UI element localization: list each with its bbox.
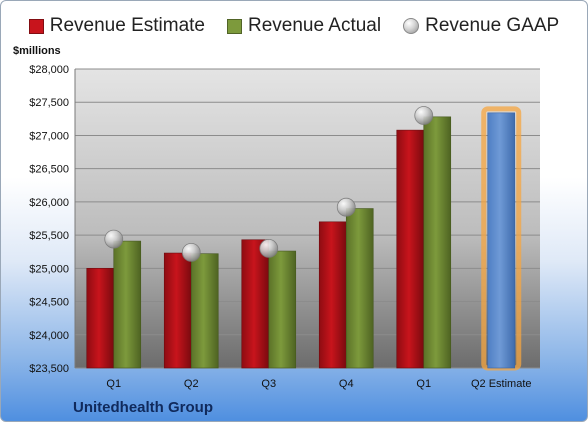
gaap-point: [104, 229, 124, 249]
bar-actual: [113, 240, 142, 369]
bar-estimate: [318, 221, 347, 369]
y-tick-label: $24,000: [29, 330, 69, 342]
legend-item-gaap: Revenue GAAP: [403, 15, 559, 37]
bar-estimate: [163, 252, 192, 369]
bar-forecast: [487, 112, 516, 369]
legend-item-estimate: Revenue Estimate: [28, 15, 205, 37]
gaap-point: [414, 106, 434, 125]
bar-actual: [190, 253, 219, 369]
bar-estimate: [86, 268, 115, 369]
y-tick-label: $26,500: [29, 164, 69, 176]
legend-swatch-gaap: [403, 18, 420, 34]
y-tick-label: $25,000: [29, 263, 69, 275]
y-tick-label: $24,500: [29, 297, 69, 309]
legend-label-gaap: Revenue GAAP: [425, 15, 560, 36]
y-tick-label: $25,500: [29, 230, 69, 242]
y-axis-unit-label: $millions: [13, 45, 61, 57]
x-tick-label: Q1: [106, 378, 121, 390]
legend-item-actual: Revenue Actual: [227, 15, 381, 37]
legend-label-estimate: Revenue Estimate: [49, 15, 205, 36]
bar-actual: [423, 116, 452, 369]
x-tick-label: Q2 Estimate: [471, 378, 532, 390]
gaap-point: [336, 197, 356, 217]
x-tick-label: Q2: [184, 378, 199, 390]
plot-area: [75, 69, 540, 368]
y-tick-label: $27,000: [29, 130, 69, 142]
y-tick-label: $27,500: [29, 97, 69, 109]
chart-legend: Revenue Estimate Revenue Actual Revenue …: [1, 15, 587, 37]
gaap-point: [259, 238, 279, 258]
legend-swatch-actual: [227, 18, 242, 34]
y-tick-label: $28,000: [29, 64, 69, 76]
x-tick-label: Q4: [339, 378, 354, 390]
gaap-point: [181, 242, 201, 262]
y-tick-label: $26,000: [29, 197, 69, 209]
bar-estimate: [241, 239, 270, 369]
bar-estimate: [396, 129, 425, 369]
bar-actual: [345, 208, 374, 369]
y-tick-label: $23,500: [29, 363, 69, 375]
legend-label-actual: Revenue Actual: [248, 15, 382, 36]
x-tick-label: Q3: [261, 378, 276, 390]
company-name: Unitedhealth Group: [73, 399, 213, 416]
x-tick-label: Q1: [416, 378, 431, 390]
bar-actual: [268, 250, 297, 369]
legend-swatch-estimate: [28, 18, 44, 34]
